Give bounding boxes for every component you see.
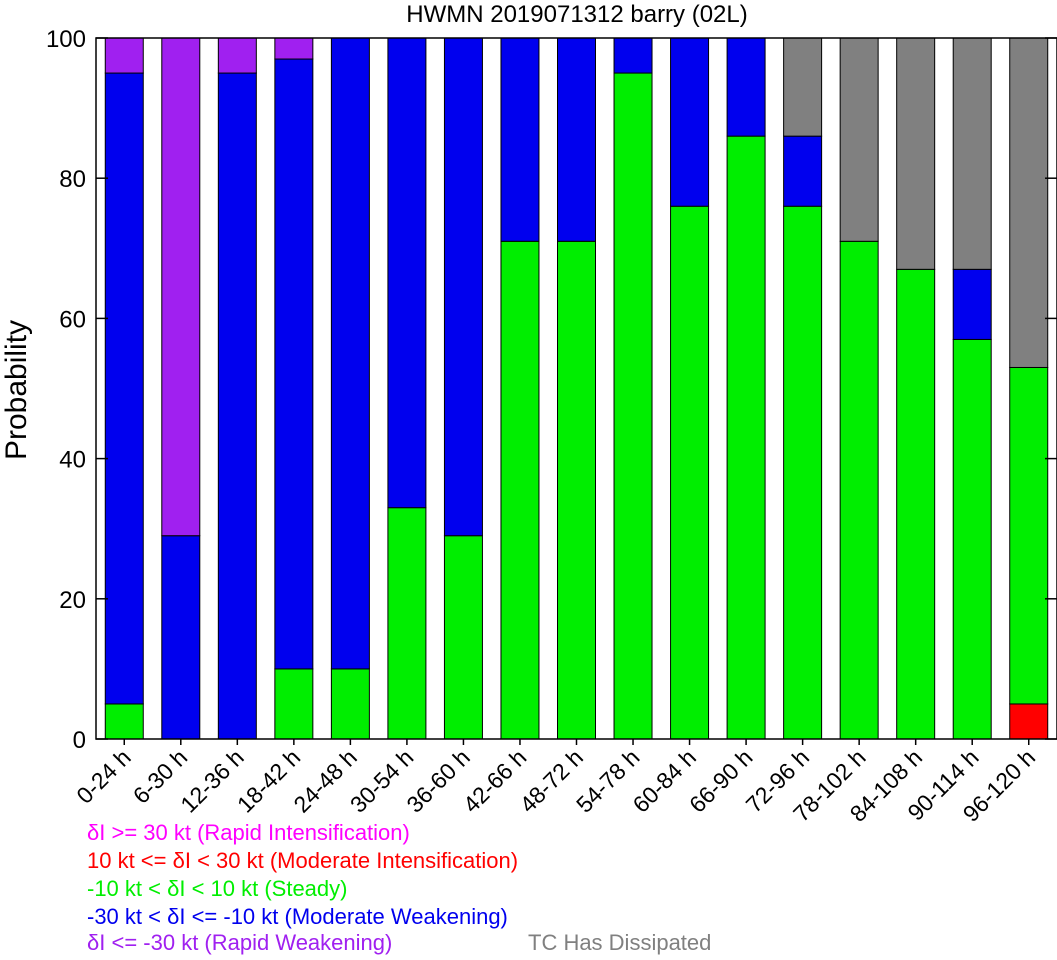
bar-segment-dis-14 xyxy=(896,37,936,270)
bar-segment-st-14 xyxy=(896,268,936,740)
bar-segment-st-8 xyxy=(557,240,596,740)
bar-segment-mw-2 xyxy=(217,72,257,740)
bar-segment-st-11 xyxy=(726,135,766,740)
bar-segment-rw-3 xyxy=(274,37,314,60)
bar-segment-st-5 xyxy=(387,507,427,740)
bar-segment-mw-7 xyxy=(500,37,540,242)
y-tick-label: 100 xyxy=(46,26,86,53)
legend-entry-dissipated: TC Has Dissipated xyxy=(528,930,712,955)
bar-segment-rw-1 xyxy=(161,37,201,537)
bar-segment-dis-16 xyxy=(1009,37,1049,368)
bar-segment-mw-1 xyxy=(161,535,201,740)
y-tick-label: 0 xyxy=(73,727,86,754)
bar-segment-mw-4 xyxy=(330,37,370,670)
legend-entry-moderate-intensification: 10 kt <= δI < 30 kt (Moderate Intensific… xyxy=(87,848,519,873)
bar-segment-st-16 xyxy=(1009,366,1049,705)
bar-segment-dis-12 xyxy=(783,37,823,137)
legend-entry-steady: -10 kt < δI < 10 kt (Steady) xyxy=(87,876,348,901)
bar-segment-mi-16 xyxy=(1009,703,1049,740)
bar-segment-rw-2 xyxy=(217,37,257,74)
bar-segment-mw-11 xyxy=(726,37,766,137)
bar-segment-st-0 xyxy=(104,703,144,740)
bar-segment-rw-0 xyxy=(104,37,144,74)
y-axis-ticks: 0 20 40 60 80 100 xyxy=(46,26,1057,754)
bar-segment-st-3 xyxy=(274,668,314,740)
bar-segment-mw-15 xyxy=(952,268,992,340)
bar-segment-mw-9 xyxy=(613,37,653,74)
bar-segment-st-6 xyxy=(443,535,483,740)
chart-title: HWMN 2019071312 barry (02L) xyxy=(406,1,748,28)
legend-entry-rapid-weakening: δI <= -30 kt (Rapid Weakening) xyxy=(87,930,393,955)
bar-segment-st-10 xyxy=(670,205,710,740)
bar-segment-dis-15 xyxy=(952,37,992,270)
bar-segment-mw-10 xyxy=(670,37,710,207)
bar-segment-st-9 xyxy=(613,72,653,740)
bar-segment-mw-0 xyxy=(104,72,144,705)
bar-segment-st-7 xyxy=(500,240,540,740)
y-axis-label: Probability xyxy=(0,320,33,460)
bar-segment-st-13 xyxy=(839,240,879,740)
bar-segment-mw-3 xyxy=(274,58,314,670)
bar-segment-st-4 xyxy=(330,668,370,740)
legend-entry-moderate-weakening: -30 kt < δI <= -10 kt (Moderate Weakenin… xyxy=(87,904,508,929)
bar-segment-mw-5 xyxy=(387,37,427,509)
bar-segment-dis-13 xyxy=(839,37,879,242)
y-tick-label: 20 xyxy=(59,587,86,614)
legend-entry-rapid-intensification: δI >= 30 kt (Rapid Intensification) xyxy=(87,820,410,845)
bar-segment-mw-8 xyxy=(557,37,596,242)
y-tick-label: 60 xyxy=(59,306,86,333)
bar-segment-mw-12 xyxy=(783,135,823,207)
bar-segment-st-15 xyxy=(952,338,992,740)
bars-group xyxy=(104,37,1049,740)
y-tick-label: 80 xyxy=(59,166,86,193)
y-tick-label: 40 xyxy=(59,447,86,474)
bar-segment-st-12 xyxy=(783,205,823,740)
x-axis-ticks: 0-24 h6-30 h12-36 h18-42 h24-48 h30-54 h… xyxy=(71,739,1040,827)
bar-segment-mw-6 xyxy=(443,37,483,537)
